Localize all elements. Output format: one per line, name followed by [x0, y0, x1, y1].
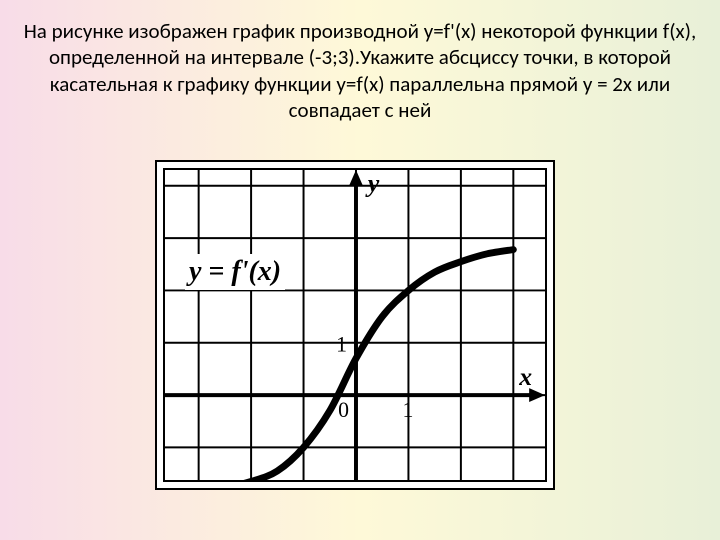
problem-title: На рисунке изображен график производной … — [0, 0, 720, 133]
x-axis-label: x — [518, 362, 532, 391]
chart-frame: y x 0 1 1 y = f'(x) — [155, 160, 555, 490]
axes — [165, 170, 545, 480]
x-unit-label: 1 — [403, 398, 414, 422]
origin-label: 0 — [338, 398, 349, 422]
chart-svg: y x 0 1 1 — [165, 170, 545, 480]
y-axis-label: y — [365, 170, 380, 198]
equation-label: y = f'(x) — [185, 254, 285, 290]
y-axis-arrow — [349, 170, 363, 186]
y-unit-label: 1 — [336, 333, 347, 357]
chart-area: y x 0 1 1 y = f'(x) — [163, 168, 547, 482]
